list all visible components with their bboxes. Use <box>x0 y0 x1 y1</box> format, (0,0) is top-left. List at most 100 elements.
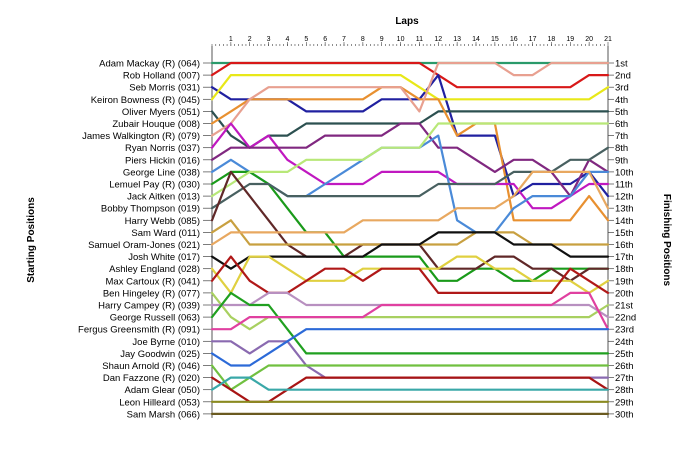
lap-tick-label: 12 <box>434 36 442 43</box>
finishing-position-label: 4th <box>615 95 628 106</box>
y-axis-title-right: Finishing Positions <box>661 194 672 287</box>
lap-tick-label: 3 <box>267 36 271 43</box>
starting-driver-label: Bobby Thompson (019) <box>101 204 200 215</box>
driver-line-18 <box>210 255 610 294</box>
finishing-position-label: 29th <box>615 397 634 408</box>
finishing-position-label: 10th <box>615 167 634 178</box>
lap-tick-label: 20 <box>585 36 593 43</box>
starting-driver-label: Jack Aitken (013) <box>127 192 200 203</box>
finishing-position-label: 24th <box>615 337 634 348</box>
finishing-position-label: 3rd <box>615 83 629 94</box>
driver-line-24 <box>210 340 610 379</box>
finishing-position-label: 21st <box>615 301 633 312</box>
driver-line-9 <box>210 122 610 198</box>
finishing-position-label: 26th <box>615 361 634 372</box>
starting-driver-label: Ryan Norris (037) <box>125 143 200 154</box>
driver-line-22 <box>210 291 610 355</box>
lap-tick-label: 10 <box>397 36 405 43</box>
driver-line-7 <box>210 61 610 137</box>
starting-driver-label: Sam Ward (011) <box>131 228 200 239</box>
finishing-position-label: 25th <box>615 349 634 360</box>
lap-tick-label: 16 <box>510 36 518 43</box>
lap-tick-label: 14 <box>472 36 480 43</box>
starting-driver-label: Adam Mackay (R) (064) <box>99 59 200 70</box>
starting-driver-label: Max Cartoux (R) (041) <box>106 276 201 287</box>
lap-tick-label: 15 <box>491 36 499 43</box>
lap-tick-label: 19 <box>566 36 574 43</box>
finishing-position-label: 30th <box>615 409 634 420</box>
lap-tick-label: 6 <box>323 36 327 43</box>
finishing-position-label: 16th <box>615 240 634 251</box>
driver-line-12 <box>210 122 610 198</box>
starting-driver-label: James Walkington (R) (079) <box>82 131 200 142</box>
driver-line-20 <box>210 291 610 331</box>
driver-line-23 <box>210 291 610 331</box>
driver-line-4 <box>210 73 610 101</box>
finishing-position-label: 7th <box>615 131 628 142</box>
lap-tick-label: 13 <box>453 36 461 43</box>
finishing-position-label: 11th <box>615 180 633 191</box>
x-axis-title: Laps <box>395 16 419 27</box>
starting-driver-label: Fergus Greensmith (R) (091) <box>78 325 200 336</box>
starting-driver-label: Samuel Oram-Jones (021) <box>88 240 200 251</box>
starting-driver-label: Sam Marsh (066) <box>127 409 200 420</box>
finishing-position-label: 27th <box>615 373 634 384</box>
starting-driver-label: Rob Holland (007) <box>123 71 200 82</box>
finishing-position-label: 28th <box>615 385 634 396</box>
lap-tick-label: 21 <box>604 36 612 43</box>
driver-line-2 <box>210 61 610 89</box>
driver-line-17 <box>210 231 610 270</box>
starting-driver-label: Josh White (017) <box>128 252 200 263</box>
lap-tick-label: 18 <box>548 36 556 43</box>
finishing-position-label: 19th <box>615 276 634 287</box>
lap-tick-label: 4 <box>285 36 289 43</box>
starting-driver-label: George Line (038) <box>123 167 200 178</box>
starting-driver-label: Harry Webb (085) <box>125 216 200 227</box>
starting-driver-label: George Russell (063) <box>110 313 200 324</box>
starting-driver-label: Dan Fazzone (R) (020) <box>103 373 200 384</box>
lap-tick-label: 2 <box>248 36 252 43</box>
series-lines <box>210 61 610 415</box>
finishing-position-label: 18th <box>615 264 634 275</box>
finishing-position-label: 2nd <box>615 71 631 82</box>
starting-driver-label: Ben Hingeley (R) (077) <box>103 288 200 299</box>
driver-line-6 <box>210 86 610 222</box>
starting-driver-label: Joe Byrne (010) <box>132 337 200 348</box>
driver-line-28 <box>210 376 610 391</box>
finishing-position-label: 13th <box>615 204 634 215</box>
lap-tick-label: 8 <box>361 36 365 43</box>
starting-driver-label: Lemuel Pay (R) (030) <box>109 180 200 191</box>
starting-driver-label: Harry Campey (R) (039) <box>98 301 200 312</box>
starting-driver-label: Adam Glear (050) <box>124 385 200 396</box>
plot-area <box>203 42 614 418</box>
starting-driver-label: Leon Hilleard (053) <box>119 397 200 408</box>
lap-tick-label: 11 <box>416 36 423 43</box>
driver-line-16 <box>210 170 610 246</box>
finishing-position-label: 6th <box>615 119 628 130</box>
starting-driver-label: Jay Goodwin (025) <box>120 349 200 360</box>
driver-line-13 <box>210 146 610 210</box>
lap-tick-label: 17 <box>529 36 537 43</box>
driver-line-25 <box>210 328 610 367</box>
finishing-position-label: 22nd <box>615 313 636 324</box>
finishing-position-label: 12th <box>615 192 634 203</box>
driver-line-19 <box>210 255 610 294</box>
starting-driver-label: Zubair Houque (008) <box>112 119 200 130</box>
finishing-position-label: 14th <box>615 216 634 227</box>
finishing-position-label: 1st <box>615 59 628 70</box>
finishing-position-label: 5th <box>615 107 628 118</box>
starting-driver-label: Seb Morris (031) <box>129 83 200 94</box>
finishing-position-label: 23rd <box>615 325 634 336</box>
y-axis-title-left: Starting Positions <box>26 197 37 283</box>
driver-line-26 <box>210 364 610 391</box>
finishing-position-label: 9th <box>615 155 628 166</box>
starting-driver-label: Ashley England (028) <box>109 264 200 275</box>
lap-tick-label: 9 <box>380 36 384 43</box>
starting-driver-label: Piers Hickin (016) <box>125 155 200 166</box>
finishing-position-label: 20th <box>615 288 634 299</box>
finishing-position-label: 15th <box>615 228 634 239</box>
driver-line-27 <box>210 376 610 403</box>
